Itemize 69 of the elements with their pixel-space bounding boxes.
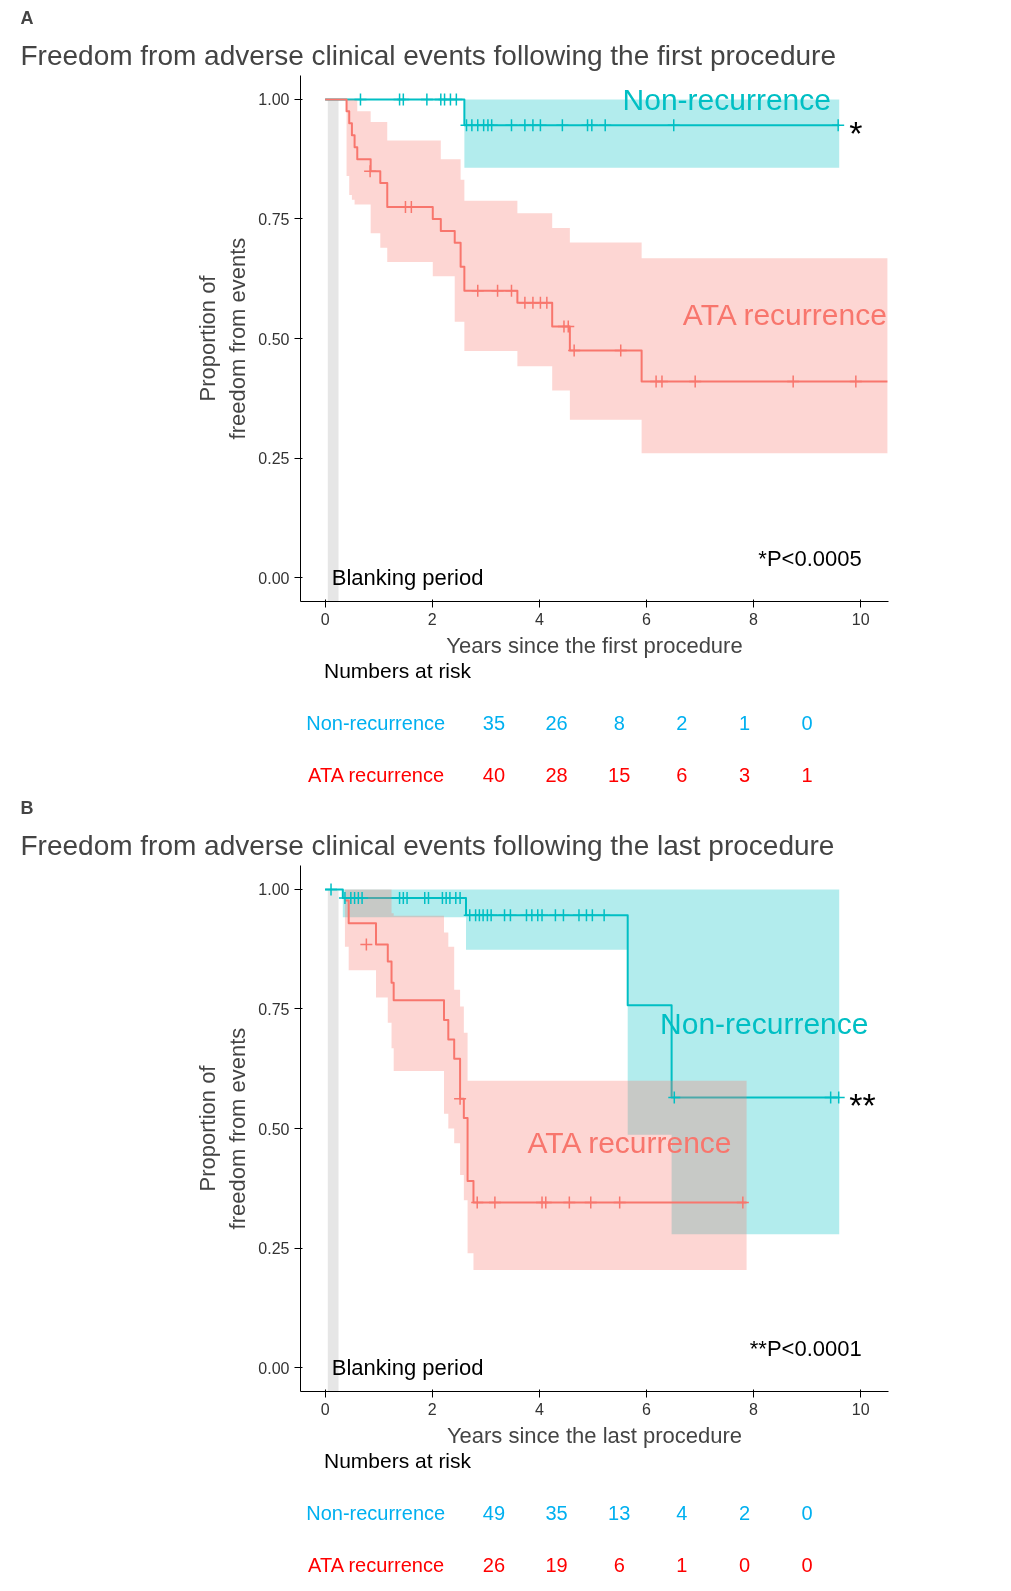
y-axis-title: Proportion of freedom from events — [195, 237, 251, 440]
y-axis-title: Proportion of freedom from events — [195, 1027, 251, 1230]
text: ATA recurrence — [308, 1553, 445, 1576]
y-tick-label: 0.75 — [258, 1000, 290, 1018]
x-tick-label: 10 — [851, 610, 870, 628]
x-tick-label: 10 — [851, 1400, 870, 1418]
annotation: * — [849, 114, 863, 153]
x-axis-title: Years since the first procedure — [446, 632, 743, 658]
x-tick-label: 2 — [427, 1400, 437, 1418]
x-tick-label: 0 — [320, 610, 330, 628]
x-tick-label: 4 — [534, 1400, 544, 1418]
x-tick-label: 0 — [320, 1400, 330, 1418]
y-tick-label: 1.00 — [258, 91, 290, 109]
x-tick-label: 6 — [642, 1400, 651, 1418]
text: 26 — [545, 711, 568, 734]
text: Numbers at risk — [324, 659, 472, 682]
text: 40 — [482, 763, 506, 786]
text: 1 — [801, 763, 813, 786]
text: 49 — [482, 1501, 506, 1524]
text: B — [20, 797, 34, 818]
x-tick-label: 4 — [534, 610, 544, 628]
text: 0 — [738, 1553, 750, 1576]
y-tick-label: 0.50 — [258, 330, 290, 348]
text: 6 — [676, 763, 688, 786]
text: 26 — [482, 1553, 506, 1576]
text: Numbers at risk — [324, 1449, 472, 1472]
text: 19 — [545, 1553, 568, 1576]
y-tick-label: 0.00 — [258, 1359, 290, 1377]
text: 1 — [676, 1553, 688, 1576]
annotation: **P<0.0001 — [749, 1335, 862, 1361]
y-tick-label: 0.50 — [258, 1120, 290, 1138]
text: 3 — [738, 763, 750, 786]
x-tick-label: 6 — [642, 610, 651, 628]
text: 28 — [545, 763, 568, 786]
text: 2 — [676, 711, 688, 734]
text: ATA recurrence — [308, 763, 445, 786]
text: A — [20, 7, 34, 28]
band-label: Blanking period — [331, 565, 484, 591]
text: Non-recurrence — [306, 711, 446, 734]
band-label: Blanking period — [331, 1355, 484, 1381]
y-tick-label: 1.00 — [258, 881, 290, 899]
text: 2 — [738, 1501, 750, 1524]
text: 13 — [608, 1501, 631, 1524]
chart-title: Freedom from adverse clinical events following the last procedure — [20, 829, 835, 861]
x-axis-title: Years since the last procedure — [446, 1422, 743, 1448]
y-tick-label: 0.75 — [258, 210, 290, 228]
chart-title: Freedom from adverse clinical events following the first procedure — [20, 39, 836, 71]
x-tick-label: 8 — [749, 610, 759, 628]
text: 1 — [738, 711, 750, 734]
x-tick-label: 8 — [749, 1400, 759, 1418]
text: 8 — [613, 711, 625, 734]
text: 0 — [801, 711, 813, 734]
annotation: ** — [849, 1086, 876, 1125]
text: 35 — [545, 1501, 568, 1524]
text: 35 — [482, 711, 506, 734]
text: 4 — [676, 1501, 688, 1524]
text: Non-recurrence — [306, 1501, 446, 1524]
annotation: *P<0.0005 — [758, 545, 862, 571]
y-tick-label: 0.25 — [258, 450, 290, 468]
y-tick-label: 0.00 — [258, 569, 290, 587]
text: 15 — [608, 763, 631, 786]
x-tick-label: 2 — [427, 610, 437, 628]
series-label: Non-recurrence — [622, 82, 831, 116]
series-label: ATA recurrence — [527, 1126, 732, 1160]
series-label: ATA recurrence — [682, 298, 887, 332]
text: 0 — [801, 1501, 813, 1524]
text: 6 — [613, 1553, 625, 1576]
y-tick-label: 0.25 — [258, 1240, 290, 1258]
text: 0 — [801, 1553, 813, 1576]
